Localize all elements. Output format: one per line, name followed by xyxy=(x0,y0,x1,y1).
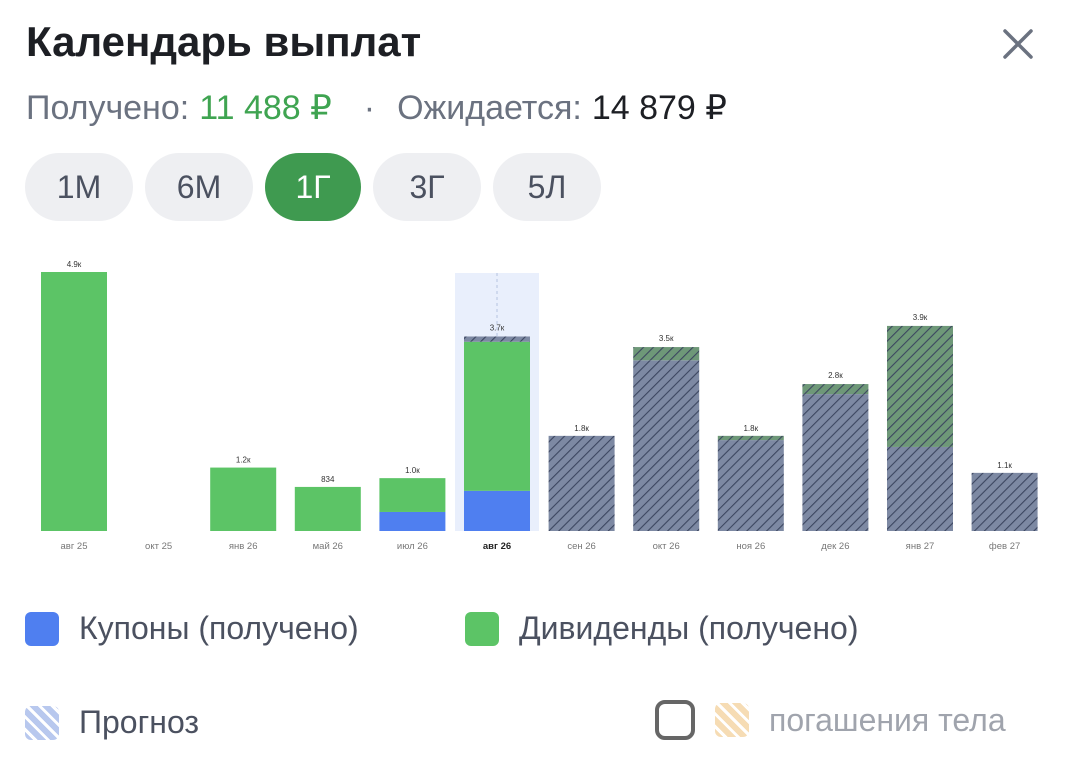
total-label: 3.9к xyxy=(913,313,928,322)
x-tick-label: фев 27 xyxy=(989,541,1020,552)
bar-segment xyxy=(41,272,107,531)
total-label: 1.8к xyxy=(574,424,589,433)
legend-label: Купоны (получено) xyxy=(79,610,359,646)
legend-checkbox[interactable] xyxy=(655,700,695,740)
bar-segment xyxy=(464,490,530,531)
legend-label: Прогноз xyxy=(79,704,200,740)
total-label: 834 xyxy=(321,475,335,484)
total-label: 1.2к xyxy=(236,456,251,465)
x-tick-label: окт 26 xyxy=(653,541,680,552)
legend-item: Купоны (получено) xyxy=(25,610,359,647)
total-label: 1.0к xyxy=(405,466,420,475)
bar-segment xyxy=(717,435,784,441)
period-tab[interactable]: 1Г xyxy=(265,153,361,221)
x-tick-label: авг 25 xyxy=(60,541,87,552)
bar-segment xyxy=(379,511,446,531)
bar-segment xyxy=(294,486,361,531)
legend-swatch xyxy=(715,703,749,737)
x-tick-label: янв 26 xyxy=(229,541,258,552)
period-tab[interactable]: 1М xyxy=(25,153,133,221)
bar-segment xyxy=(379,478,446,512)
bar-segment xyxy=(802,394,869,531)
expected-label: Ожидается: xyxy=(397,89,582,127)
x-tick-label: июл 26 xyxy=(397,541,428,552)
bar-segment xyxy=(971,472,1038,531)
legend-item: Прогноз xyxy=(25,704,199,741)
x-tick-label: май 26 xyxy=(313,541,343,552)
x-tick-label: окт 25 xyxy=(145,541,172,552)
close-button[interactable] xyxy=(1003,29,1033,59)
bar-segment xyxy=(464,341,530,491)
total-label: 4.9к xyxy=(67,260,82,269)
legend-label: погашения тела xyxy=(769,701,1006,738)
bar-segment xyxy=(887,325,953,447)
x-tick-label: сен 26 xyxy=(567,541,596,552)
title: Календарь выплат xyxy=(26,18,422,65)
bar-segment xyxy=(717,440,784,531)
total-label: 1.8к xyxy=(743,424,758,433)
x-tick-label: дек 26 xyxy=(821,541,849,552)
summary: Получено: 11 488 ₽ · Ожидается: 14 879 ₽ xyxy=(26,88,737,128)
legend-item[interactable]: погашения тела xyxy=(655,700,1006,740)
total-label: 3.7к xyxy=(490,323,505,332)
bar-segment xyxy=(548,435,615,531)
bar-segment xyxy=(464,336,530,342)
legend-swatch xyxy=(25,611,59,646)
legend-swatch xyxy=(465,611,499,646)
bar-segment xyxy=(802,384,869,395)
bar-segment xyxy=(633,347,700,361)
x-tick-label: ноя 26 xyxy=(736,541,765,552)
separator: · xyxy=(363,89,376,127)
period-tab[interactable]: 5Л xyxy=(493,153,601,221)
period-tab[interactable]: 6М xyxy=(145,153,253,221)
x-tick-label: янв 27 xyxy=(906,541,935,552)
bar-segment xyxy=(633,360,700,531)
received-value: 11 488 ₽ xyxy=(199,89,332,127)
period-tab[interactable]: 3Г xyxy=(373,153,481,221)
legend-item: Дивиденды (получено) xyxy=(465,610,858,647)
bar-segment xyxy=(210,467,277,531)
legend-swatch xyxy=(25,705,59,740)
period-tabs: 1М 6М 1Г 3Г 5Л xyxy=(25,153,601,221)
total-label: 3.5к xyxy=(659,334,674,343)
total-label: 2.8к xyxy=(828,371,843,380)
received-label: Получено: xyxy=(26,89,190,127)
x-tick-label: авг 26 xyxy=(483,541,511,552)
total-label: 1.1к xyxy=(997,461,1012,470)
bar-segment xyxy=(887,446,953,531)
legend-label: Дивиденды (получено) xyxy=(519,610,859,646)
expected-value: 14 879 ₽ xyxy=(591,89,727,127)
